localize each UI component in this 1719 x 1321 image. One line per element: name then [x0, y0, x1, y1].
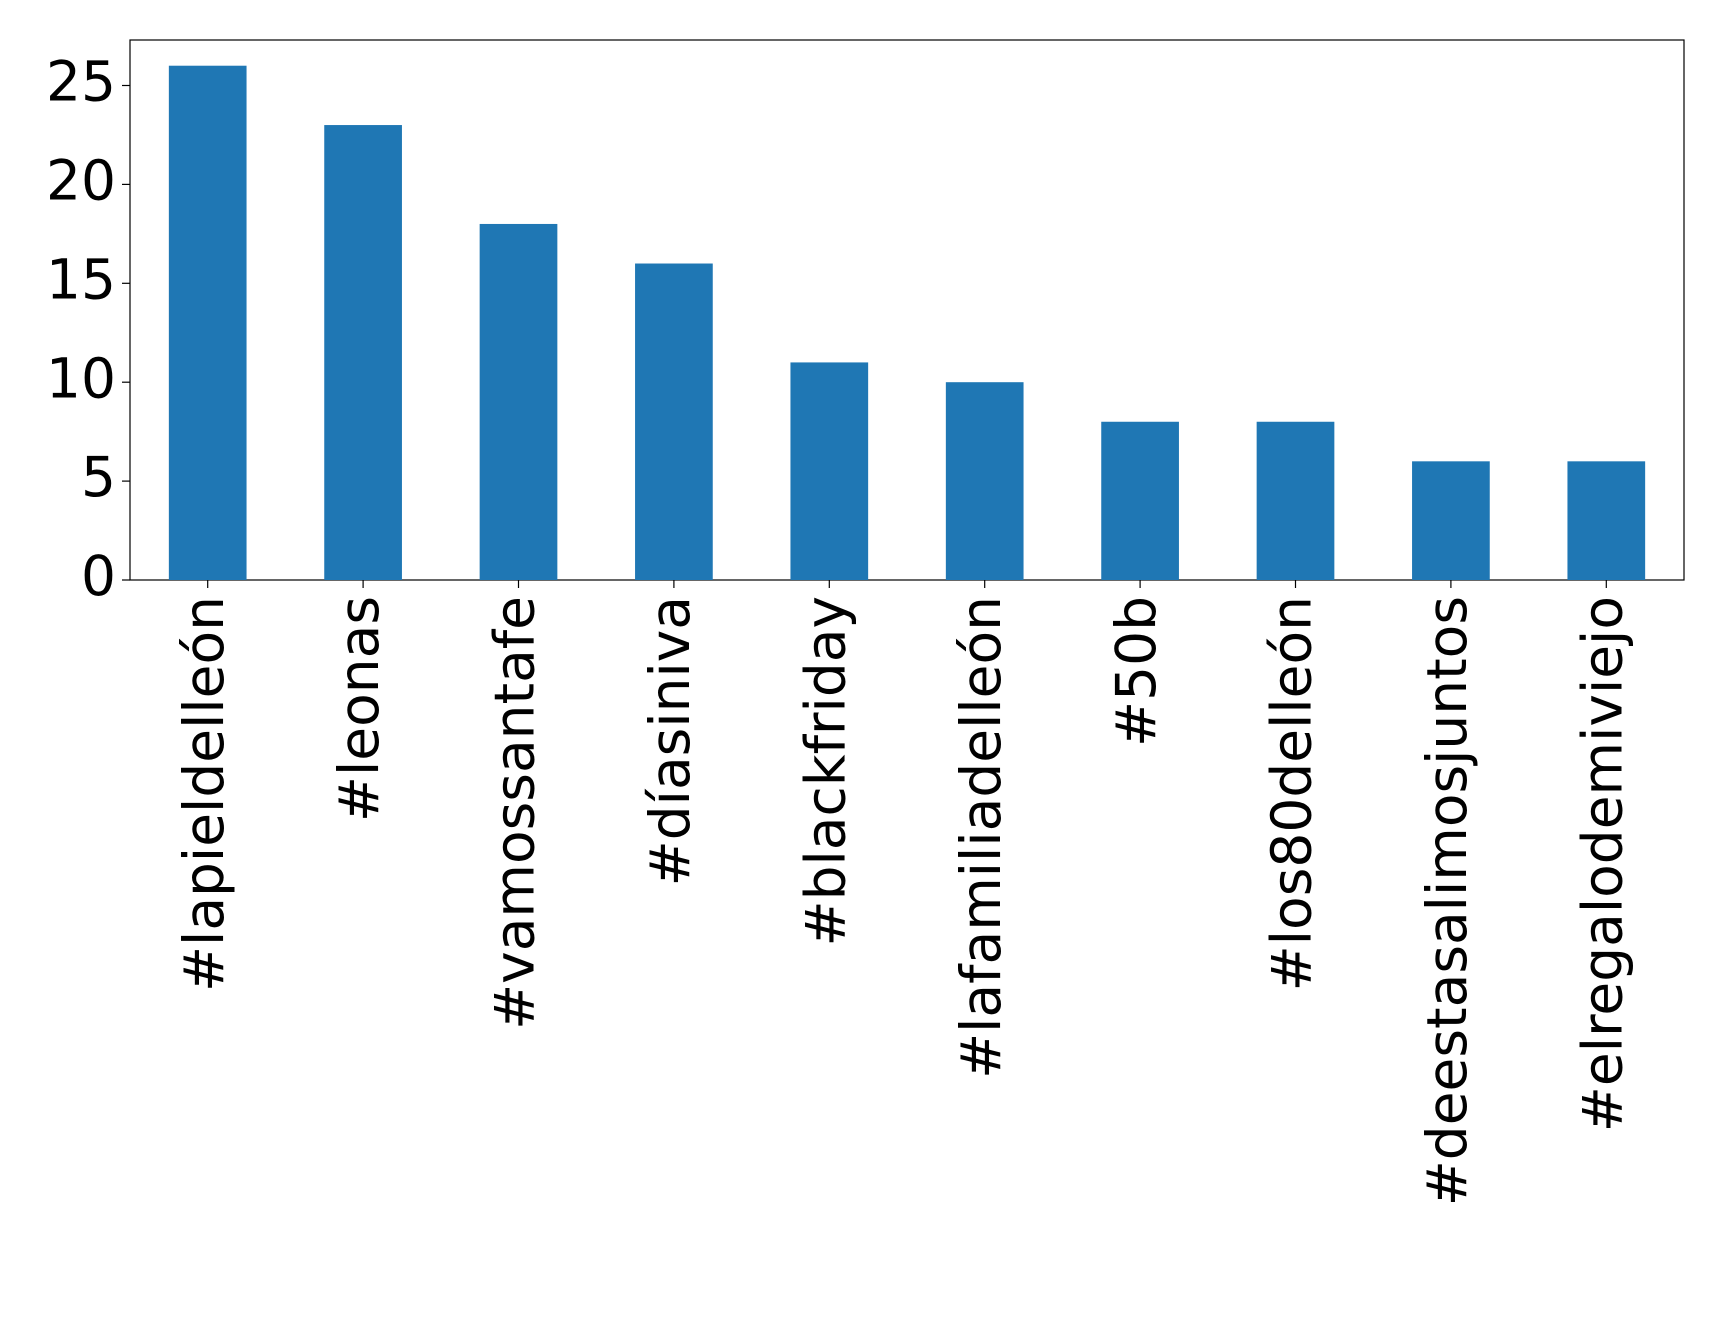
y-tick-label: 10	[46, 346, 116, 410]
x-tick-label: #lapieldelleón	[172, 596, 236, 992]
bar	[1567, 461, 1646, 580]
x-tick-label: #leonas	[327, 596, 391, 822]
x-tick-label: #los80delleón	[1260, 596, 1324, 991]
bar	[168, 65, 247, 580]
x-tick-label: #elregalodemiviejo	[1570, 596, 1634, 1132]
y-tick-label: 5	[81, 445, 116, 509]
x-tick-label: #díasiniva	[638, 596, 702, 886]
bar	[1412, 461, 1490, 580]
x-tick-label: #blackfriday	[793, 596, 857, 947]
bar	[1256, 421, 1335, 580]
x-tick-label: #deestasalimosjuntos	[1415, 596, 1479, 1206]
bar	[1101, 421, 1179, 580]
bar	[790, 362, 869, 580]
y-tick-label: 25	[46, 50, 116, 114]
y-tick-label: 0	[81, 544, 116, 608]
x-tick-label: #lafamiliadelleón	[949, 596, 1013, 1079]
y-tick-label: 15	[46, 247, 116, 311]
y-tick-label: 20	[46, 149, 116, 213]
x-tick-label: #vamossantafe	[483, 596, 547, 1030]
plot-frame	[129, 39, 1685, 581]
bar	[635, 263, 713, 580]
bar	[324, 125, 402, 581]
x-tick-label: #50b	[1104, 596, 1168, 747]
bar	[479, 223, 558, 580]
bar	[945, 382, 1024, 580]
